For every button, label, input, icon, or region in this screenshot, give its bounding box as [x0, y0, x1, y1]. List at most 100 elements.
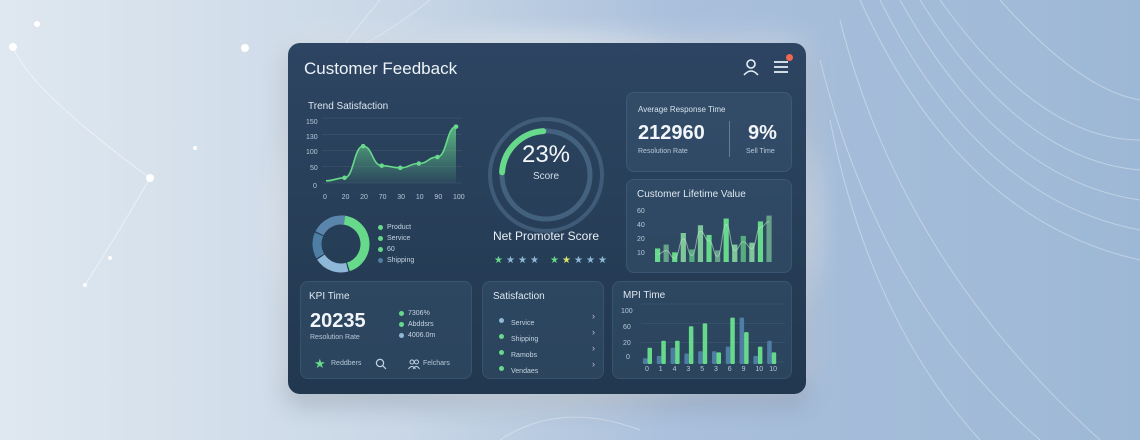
chevron-right-icon: ›	[592, 311, 595, 321]
kpi-list-label: Abddsrs	[408, 321, 434, 328]
satisfaction-title: Satisfaction	[493, 291, 545, 302]
clv-y-tick: 20	[637, 236, 645, 243]
star-icon[interactable]: ★	[314, 356, 326, 371]
clv-bar	[697, 225, 704, 262]
mpi-y-tick: 60	[623, 324, 631, 331]
clv-bar	[680, 233, 686, 262]
mpi-title: MPI Time	[623, 290, 666, 301]
clv-bar	[723, 218, 729, 262]
trend-y-tick: 150	[306, 119, 318, 126]
mpi-x-tick: 0	[645, 366, 649, 373]
clv-bar	[663, 244, 669, 262]
mpi-bar	[702, 323, 708, 364]
kpi-footer-left[interactable]: Reddbers	[331, 360, 362, 367]
mpi-bar	[656, 355, 662, 364]
status-dot	[499, 350, 504, 356]
star-icon: ★	[494, 255, 503, 266]
mpi-x-tick: 3	[686, 366, 691, 373]
clv-bar	[740, 235, 746, 262]
clv-bar	[766, 215, 772, 262]
search-icon[interactable]	[375, 358, 387, 370]
clv-title: Customer Lifetime Value	[637, 189, 746, 200]
legend-dot	[378, 235, 383, 241]
mpi-x-tick: 3	[714, 366, 718, 373]
trend-point	[342, 175, 347, 181]
satisfaction-item-label: Vendaes	[511, 368, 539, 375]
category-donut-chart	[312, 215, 370, 273]
mpi-bar	[744, 332, 749, 364]
user-icon[interactable]	[741, 57, 761, 77]
donut-slice	[340, 215, 370, 272]
response-time-card: Average Response Time 212960 Resolution …	[626, 92, 792, 172]
kpi-list-label: 4006.0m	[408, 332, 436, 339]
legend-service: Service	[378, 235, 410, 242]
donut-slice	[315, 215, 346, 236]
mpi-bar	[753, 355, 758, 364]
satisfaction-item-label: Ramobs	[511, 352, 538, 359]
clv-y-tick: 60	[637, 208, 645, 215]
status-dot	[499, 334, 504, 340]
legend-dot	[399, 321, 404, 327]
trend-y-tick: 50	[310, 165, 318, 172]
mpi-bar	[675, 340, 680, 364]
mpi-bar	[739, 317, 745, 364]
trend-x-tick: 0	[323, 194, 327, 201]
trend-area	[326, 126, 456, 183]
mpi-y-tick: 0	[626, 354, 630, 361]
trend-y-tick: 0	[313, 183, 317, 190]
notification-dot	[786, 54, 793, 61]
status-dot	[499, 366, 504, 372]
kpi-value: 20235	[310, 310, 366, 332]
divider	[729, 121, 730, 157]
response-value: 212960	[638, 122, 705, 144]
trend-area-chart	[322, 117, 462, 184]
mpi-bar	[767, 340, 772, 364]
legend-label: Service	[387, 235, 411, 242]
kpi-list-label: 7306%	[408, 310, 430, 317]
clv-bar	[672, 252, 678, 262]
mpi-bar	[647, 347, 652, 364]
mpi-bar	[730, 317, 735, 364]
response-title: Average Response Time	[638, 105, 726, 114]
mpi-x-tick: 1	[658, 366, 663, 373]
mpi-bar	[757, 346, 763, 364]
legend-dot	[378, 246, 383, 252]
mpi-bar	[684, 353, 689, 364]
trend-y-tick: 100	[306, 149, 318, 156]
mpi-y-tick: 100	[621, 308, 633, 315]
star-icon: ★	[530, 255, 539, 266]
trend-point	[453, 124, 459, 129]
satisfaction-item[interactable]: Vendaes ›	[499, 359, 595, 375]
chevron-right-icon: ›	[592, 343, 595, 353]
legend-dot	[378, 257, 383, 263]
star-icon: ★	[598, 255, 607, 266]
menu-icon[interactable]	[772, 57, 792, 77]
mpi-card: MPI Time 100 60 20 0 0 1 4 3 5 3 6 9 10 10	[612, 281, 792, 379]
mpi-bar	[698, 351, 703, 364]
trend-x-tick: 100	[453, 194, 465, 201]
trend-x-tick: 70	[378, 194, 387, 201]
clv-bar	[706, 234, 712, 262]
trend-point	[379, 163, 385, 168]
users-icon[interactable]	[408, 358, 420, 370]
satisfaction-item[interactable]: Shipping ›	[499, 327, 595, 343]
satisfaction-card: Satisfaction Service › Shipping › Ramobs › Ven…	[482, 281, 604, 379]
trend-x-tick: 10	[415, 194, 424, 201]
nps-percent: 23%	[521, 141, 571, 168]
mpi-x-tick: 4	[672, 366, 677, 373]
mpi-bar	[716, 352, 721, 364]
satisfaction-item[interactable]: Service ›	[499, 311, 595, 327]
kpi-list-item: 7306%	[399, 310, 430, 317]
legend-label: Product	[387, 224, 412, 231]
kpi-footer-right[interactable]: Felchars	[423, 360, 450, 367]
trend-y-tick: 130	[306, 134, 318, 141]
legend-product: Product	[378, 224, 411, 231]
satisfaction-item[interactable]: Ramobs ›	[499, 343, 595, 359]
status-dot	[499, 318, 504, 324]
legend-dot	[399, 310, 404, 316]
star-icon: ★	[586, 255, 595, 266]
mpi-bar	[725, 346, 731, 364]
kpi-value-label: Resolution Rate	[310, 334, 360, 341]
star-icon: ★	[562, 255, 571, 266]
mpi-bar	[712, 351, 717, 364]
